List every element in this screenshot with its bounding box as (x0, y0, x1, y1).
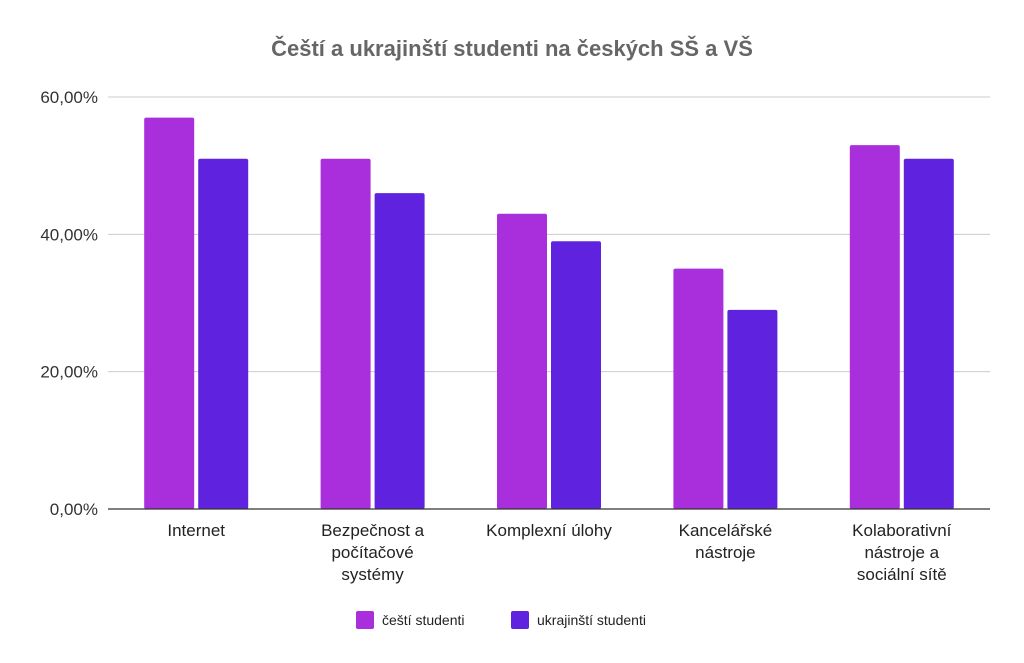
legend-label: čeští studenti (382, 612, 465, 628)
gridlines (108, 96, 990, 373)
legend-label: ukrajinští studenti (537, 612, 646, 628)
y-tick-label: 60,00% (40, 88, 98, 107)
bar-czech-4 (849, 145, 900, 510)
bar-ukrainian-2 (551, 241, 601, 509)
y-tick-label: 40,00% (40, 225, 98, 244)
bar-ukrainian-3 (727, 309, 778, 509)
x-category-label: Internet (167, 521, 225, 540)
x-category-label: Kancelářské nástroje (679, 521, 773, 562)
y-tick-label: 20,00% (40, 363, 98, 382)
x-category-label: Komplexní úlohy (486, 521, 612, 540)
y-axis-tick-labels: 0,00% 20,00% 40,00% 60,00% (40, 88, 98, 519)
legend: čeští studenti ukrajinští studenti (356, 611, 646, 629)
bar-ukrainian-4 (903, 158, 954, 510)
bars (144, 117, 954, 510)
bar-ukrainian-1 (374, 193, 425, 509)
legend-swatch-ukrainian (511, 611, 529, 629)
bar-czech-3 (673, 268, 724, 509)
y-tick-label: 0,00% (50, 500, 98, 519)
bar-ukrainian-0 (198, 158, 249, 510)
legend-swatch-czech (356, 611, 374, 629)
x-category-label: Kolaborativní nástroje a sociální sítě (852, 521, 952, 584)
bar-czech-0 (144, 117, 195, 509)
x-category-label: Bezpečnost a počítačové systémy (321, 521, 425, 584)
bar-czech-1 (320, 158, 371, 510)
x-axis-category-labels: Internet Bezpečnost a počítačové systémy Kom… (167, 521, 951, 584)
bar-czech-2 (497, 213, 547, 509)
chart-title: Čeští a ukrajinští studenti na českých S… (271, 36, 753, 61)
